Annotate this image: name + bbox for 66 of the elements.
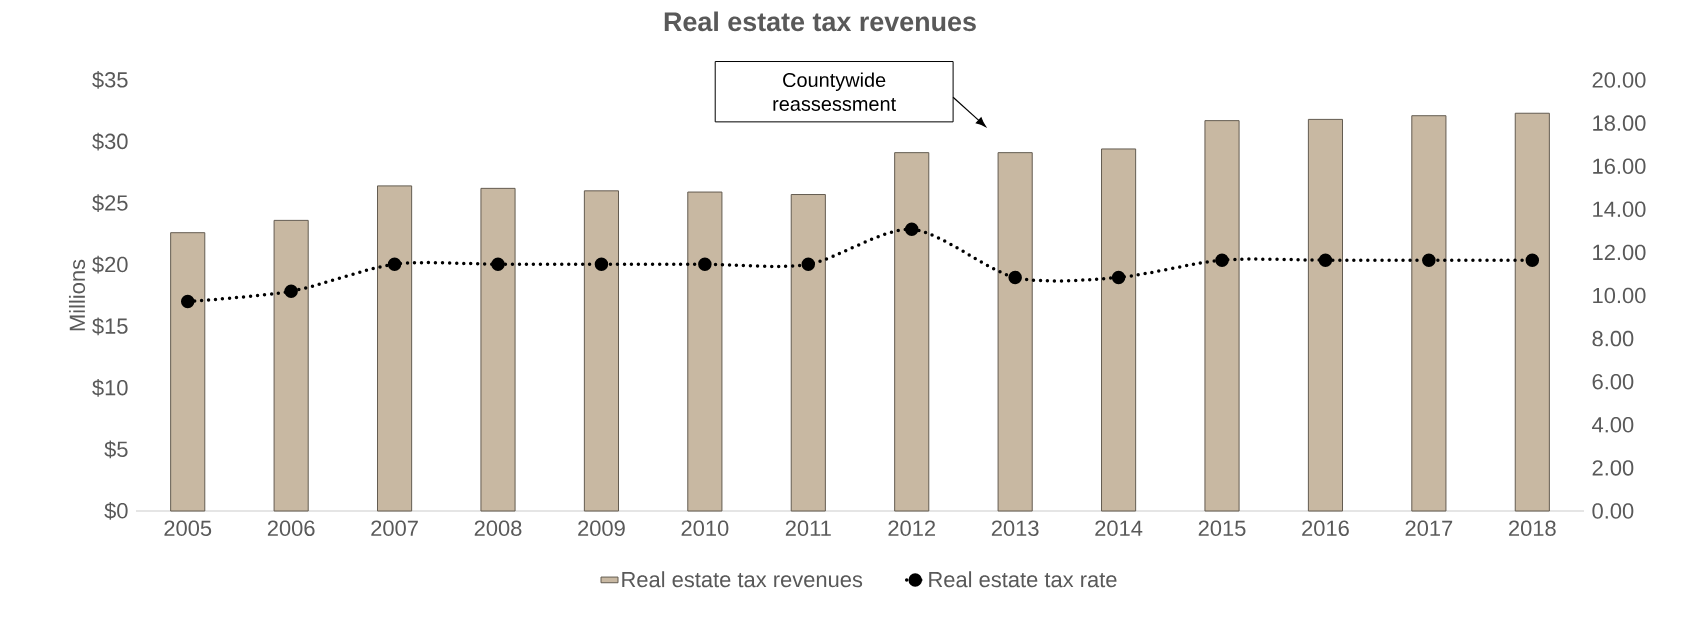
bar <box>1204 120 1240 512</box>
bar <box>170 232 206 512</box>
bar <box>377 185 413 512</box>
y2-tick-label: 14.00 <box>1593 201 1646 218</box>
x-tick-label: 2007 <box>371 520 418 537</box>
bar <box>1101 148 1137 512</box>
x-tick-label: 2008 <box>474 520 522 537</box>
point <box>1111 270 1126 285</box>
point <box>1215 253 1229 267</box>
x-tick-label: 2005 <box>164 520 212 537</box>
y-tick-label: $10 <box>92 378 128 397</box>
y2-tick-label: 6.00 <box>1592 373 1634 390</box>
x-tick-label: 2018 <box>1509 520 1556 537</box>
x-tick-label: 2006 <box>267 520 315 537</box>
x-tick-label: 2016 <box>1302 520 1349 537</box>
x-tick-label: 2010 <box>681 520 729 537</box>
point <box>801 257 816 271</box>
bar <box>1411 115 1447 512</box>
point <box>284 284 298 298</box>
point <box>1525 253 1540 267</box>
y2-tick-label: 4.00 <box>1592 417 1634 433</box>
y-tick-label: $5 <box>104 440 128 459</box>
y2-tick-label: 0.00 <box>1592 503 1634 519</box>
y2-tick-label: 2.00 <box>1592 460 1634 476</box>
bar <box>1514 112 1550 512</box>
y2-tick-label: 12.00 <box>1593 244 1646 261</box>
y2-tick-label: 10.00 <box>1593 287 1646 304</box>
y-tick-label: $20 <box>92 255 128 274</box>
y-tick-label: $30 <box>92 132 128 151</box>
x-tick-label: 2013 <box>991 520 1039 537</box>
x-tick-label: 2015 <box>1198 520 1246 537</box>
y-tick-label: $35 <box>92 71 128 89</box>
x-tick-label: 2012 <box>888 520 935 537</box>
x-tick-label: 2011 <box>785 520 831 537</box>
chart-title: Real estate tax revenues <box>664 11 976 32</box>
bar <box>583 190 619 512</box>
bar <box>1307 118 1344 512</box>
bar <box>273 219 309 512</box>
bar <box>997 152 1033 512</box>
point <box>491 257 505 271</box>
x-tick-label: 2009 <box>578 520 625 537</box>
x-tick-label: 2014 <box>1095 520 1143 537</box>
y-tick-label: $0 <box>104 502 128 520</box>
point <box>1008 270 1022 285</box>
bar <box>790 194 826 512</box>
y2-tick-label: 16.00 <box>1593 158 1646 174</box>
point <box>180 294 195 309</box>
y2-tick-label: 8.00 <box>1592 330 1634 347</box>
y2-tick-label: 20.00 <box>1592 72 1646 88</box>
y-tick-label: $15 <box>92 317 128 336</box>
y-axis-title: Millions <box>68 259 86 331</box>
bar <box>894 152 930 512</box>
y2-tick-label: 18.00 <box>1593 115 1646 131</box>
point <box>1318 253 1333 267</box>
legend-label: Real estate tax revenues <box>622 571 863 588</box>
x-tick-label: 2017 <box>1405 520 1453 537</box>
y-tick-label: $25 <box>92 194 128 213</box>
point <box>594 257 609 271</box>
point <box>904 222 919 237</box>
point <box>698 257 712 271</box>
point <box>1422 253 1436 267</box>
bar <box>480 187 516 512</box>
bar <box>687 191 723 512</box>
point <box>387 257 402 271</box>
legend-label: Real estate tax rate <box>929 571 1117 588</box>
annotation: Countywide reassessment <box>773 72 896 111</box>
